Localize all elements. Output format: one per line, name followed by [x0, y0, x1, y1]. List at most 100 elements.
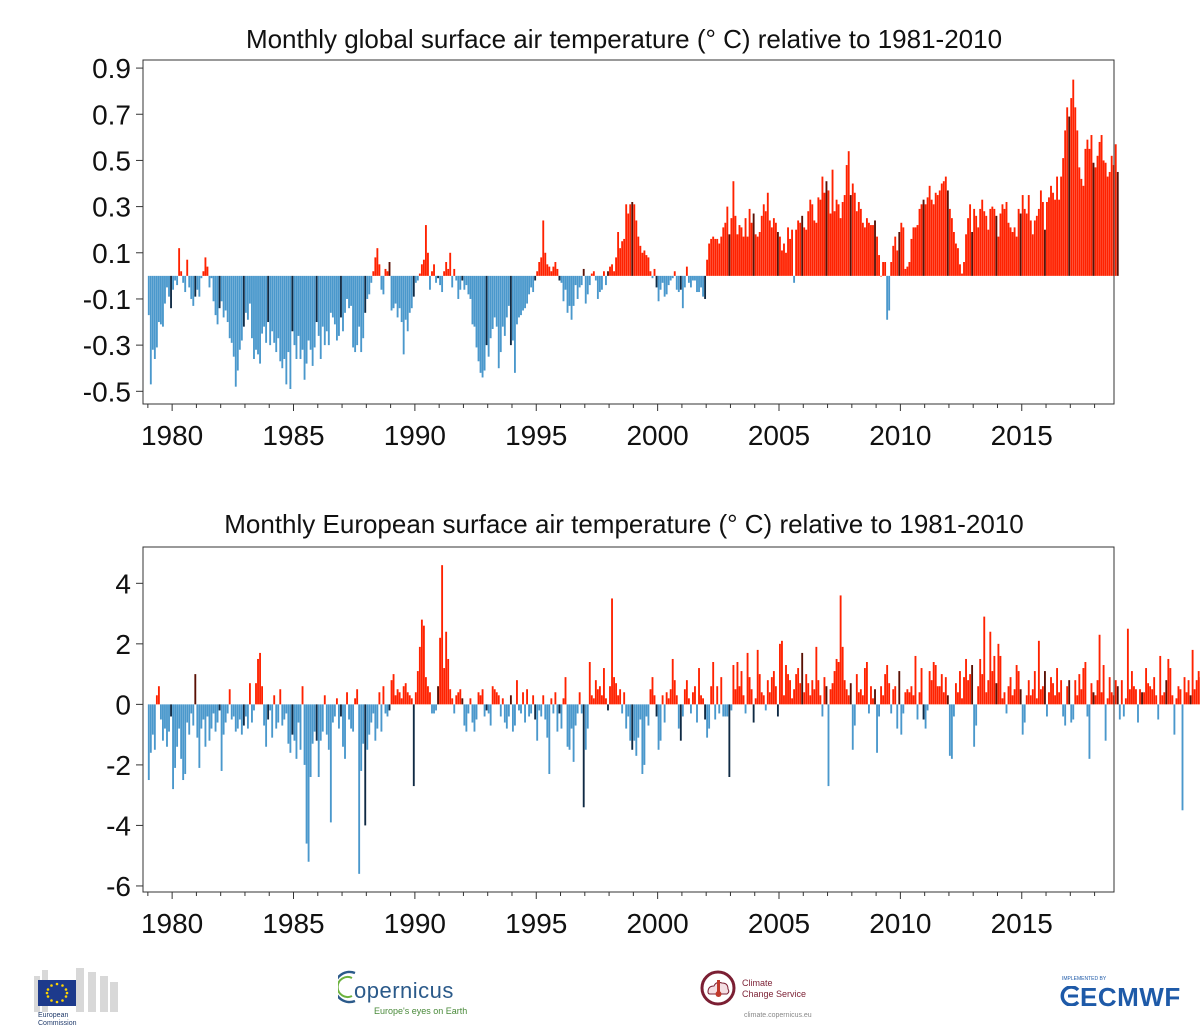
bar-2001-9: [698, 275, 700, 293]
bar-1996-11: [580, 704, 583, 714]
bar-1983-12: [267, 704, 270, 720]
bar-2021-5: [1175, 698, 1178, 705]
bar-1988-7: [378, 264, 381, 276]
bar-2002-1: [706, 259, 709, 276]
bar-1993-5: [495, 692, 498, 705]
bar-2010-2: [902, 704, 905, 714]
bar-1996-7: [572, 275, 575, 306]
y-tick-label: -2: [106, 750, 131, 781]
bar-1985-2: [295, 704, 298, 759]
bar-2006-9: [819, 695, 822, 705]
bar-2003-4: [736, 662, 739, 705]
bar-1985-1: [293, 275, 296, 346]
bar-1979-12: [170, 275, 172, 309]
bar-2014-1: [997, 236, 1000, 276]
bar-1999-11: [653, 268, 656, 276]
bar-2009-9: [892, 689, 895, 705]
bar-2005-10: [797, 220, 800, 276]
bar-1983-1: [244, 275, 247, 313]
bar-1994-10: [530, 704, 533, 714]
bar-1995-12: [558, 275, 561, 281]
bar-1981-10: [214, 704, 217, 732]
bar-1983-11: [265, 704, 268, 747]
bar-1996-2: [562, 698, 565, 705]
bar-2010-7: [912, 695, 915, 705]
bar-2014-9: [1013, 689, 1016, 705]
bar-1984-10: [287, 275, 290, 353]
bar-1982-9: [236, 704, 239, 729]
bar-2005-5: [787, 674, 789, 705]
bar-1999-6: [643, 704, 646, 765]
bar-1983-3: [249, 275, 251, 304]
bar-2011-1: [924, 704, 927, 729]
bar-2000-2: [659, 704, 662, 741]
bar-2015-12: [1044, 229, 1046, 276]
bar-2002-2: [708, 704, 711, 729]
bar-2012-2: [950, 218, 953, 276]
bar-1995-7: [548, 704, 551, 774]
bar-1982-2: [222, 275, 225, 318]
bar-1989-6: [400, 275, 403, 323]
bar-1989-1: [390, 275, 393, 311]
bar-1981-11: [216, 275, 219, 325]
bar-2019-4: [1124, 698, 1127, 705]
bar-2009-8: [890, 262, 893, 276]
bar-1998-7: [621, 241, 624, 276]
bar-2004-2: [756, 236, 759, 276]
bar-1992-7: [475, 704, 478, 720]
bar-2014-12: [1019, 213, 1022, 276]
bar-2012-3: [952, 232, 955, 276]
bar-1985-10: [311, 704, 314, 744]
bar-1995-9: [552, 266, 555, 276]
bar-1992-5: [471, 275, 474, 325]
bar-2004-1: [754, 234, 757, 276]
bar-2002-4: [712, 236, 715, 276]
bar-2006-12: [825, 181, 828, 276]
bar-2001-6: [692, 692, 694, 705]
bar-2018-11: [1114, 144, 1117, 276]
bar-1984-1: [269, 704, 272, 711]
bar-2018-8: [1108, 171, 1111, 276]
bar-1983-5: [253, 275, 255, 359]
bar-1981-8: [210, 704, 213, 729]
bar-2009-6: [886, 665, 889, 705]
bar-2006-1: [803, 692, 806, 705]
bar-1986-8: [331, 275, 334, 318]
bar-2012-7: [961, 273, 963, 276]
bar-1989-7: [402, 275, 405, 355]
bar-2007-7: [839, 218, 842, 276]
bar-2013-6: [983, 616, 986, 705]
bar-1986-1: [317, 704, 320, 777]
bar-2004-10: [772, 218, 775, 276]
bar-2007-10: [845, 689, 848, 705]
bar-1992-1: [463, 704, 466, 726]
bar-1984-4: [275, 275, 278, 353]
bar-2016-7: [1058, 692, 1061, 705]
bar-2005-1: [779, 643, 781, 705]
bar-2022-1: [1191, 649, 1194, 705]
bar-1990-12: [437, 686, 439, 705]
bar-2004-11: [774, 222, 777, 276]
bar-1988-12: [388, 704, 391, 711]
bar-2010-6: [910, 238, 913, 276]
c3s-logo: Climate Change Service climate.copernicu…: [700, 968, 830, 1022]
bar-1982-11: [240, 704, 243, 735]
bar-1987-8: [356, 689, 359, 705]
bar-2012-1: [948, 208, 951, 276]
bar-1996-3: [564, 275, 567, 290]
bar-1982-7: [232, 275, 235, 357]
bar-1983-2: [246, 704, 249, 729]
bar-2022-3: [1195, 680, 1198, 705]
bar-1984-4: [275, 704, 278, 729]
bar-1988-7: [378, 692, 381, 705]
ecmwf-name: ECMWF: [1080, 982, 1181, 1012]
bar-1992-2: [465, 704, 468, 732]
bar-2007-3: [831, 169, 834, 276]
bar-1994-6: [522, 692, 524, 705]
bar-1987-8: [356, 275, 359, 346]
bar-2014-11: [1017, 208, 1020, 276]
bar-1996-9: [576, 275, 579, 299]
bar-1984-12: [291, 275, 294, 332]
bar-2014-6: [1007, 222, 1010, 276]
bar-2005-8: [793, 275, 796, 283]
